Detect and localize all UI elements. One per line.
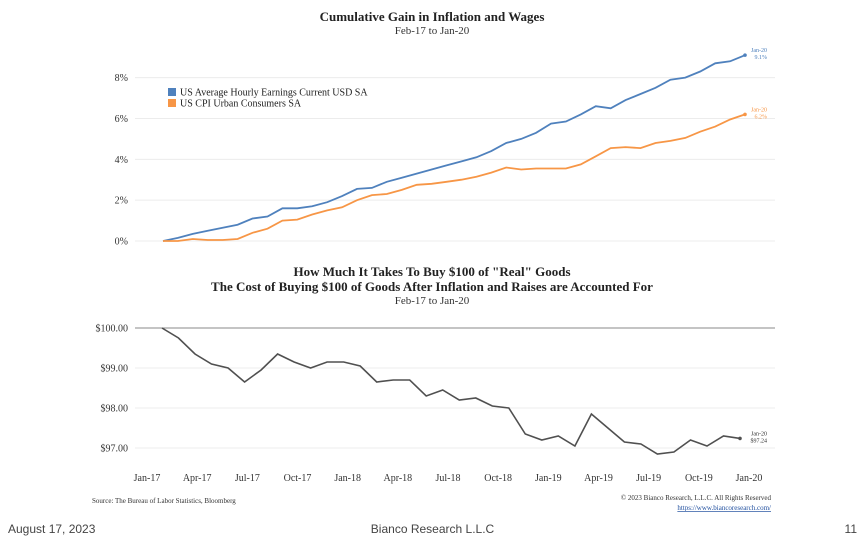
chart2-y-tick-label: $99.00 <box>101 364 129 375</box>
legend-label-wages: US Average Hourly Earnings Current USD S… <box>180 88 368 99</box>
chart1-end-label-date-0: Jan-20 <box>751 48 767 54</box>
chart2-x-tick-label: Jan-18 <box>334 473 361 484</box>
chart2-plot: $97.00 $98.00 $99.00 $100.00 Jan-17 Apr-17 Jul… <box>96 324 775 484</box>
chart2-x-tick-label: Jul-17 <box>235 473 260 484</box>
chart2-y-tick-label: $97.00 <box>101 444 129 455</box>
chart2-x-tick-label: Oct-18 <box>484 473 512 484</box>
chart2-end-point <box>738 436 742 441</box>
chart2-title: How Much It Takes To Buy $100 of "Real" … <box>293 264 570 279</box>
chart2-x-tick-label: Jul-19 <box>636 473 661 484</box>
footer-company: Bianco Research L.L.C <box>370 522 495 536</box>
chart1-y-tick-label: 8% <box>115 73 128 84</box>
chart2-subtitle: The Cost of Buying $100 of Goods After I… <box>211 279 653 294</box>
chart2-x-tick-label: Apr-17 <box>183 473 212 484</box>
legend-swatch-wages <box>168 88 176 96</box>
chart1-series-line-1 <box>163 113 746 242</box>
chart1-end-label-date-1: Jan-20 <box>751 107 767 113</box>
chart2-x-tick-label: Jul-18 <box>436 473 461 484</box>
chart2-end-label-value: $97.24 <box>751 437 768 444</box>
chart1-y-tick-label: 6% <box>115 114 128 125</box>
chart2-end-label-date: Jan-20 <box>751 431 767 437</box>
chart2-date-range: Feb-17 to Jan-20 <box>395 295 470 307</box>
chart1-end-point-1 <box>743 112 747 117</box>
legend-label-cpi: US CPI Urban Consumers SA <box>180 99 302 110</box>
charts-canvas: Cumulative Gain in Inflation and Wages F… <box>92 9 775 512</box>
website-link[interactable]: https://www.biancoresearch.com/ <box>677 504 771 512</box>
chart2-x-tick-label: Apr-18 <box>383 473 412 484</box>
footer-page-number: 11 <box>844 522 857 536</box>
chart2-x-tick-label: Oct-17 <box>284 473 312 484</box>
chart1-subtitle: Feb-17 to Jan-20 <box>395 25 470 37</box>
chart1-end-label-value-0: 9.1% <box>755 55 768 61</box>
chart2-series-line <box>161 327 741 455</box>
chart1-y-tick-label: 4% <box>115 155 128 166</box>
chart2-x-tick-label: Jan-20 <box>736 473 763 484</box>
chart1-title: Cumulative Gain in Inflation and Wages <box>320 9 545 24</box>
copyright-note: © 2023 Bianco Research, L.L.C. All Right… <box>621 494 772 502</box>
chart2-y-tick-label: $100.00 <box>96 324 129 335</box>
footer-date: August 17, 2023 <box>8 522 96 536</box>
chart1-y-tick-label: 0% <box>115 237 128 248</box>
chart1-plot: 0%2%4%6%8%Jan-209.1%Jan-206.2% <box>115 48 775 248</box>
chart2-y-tick-label: $98.00 <box>101 404 129 415</box>
source-note: Source: The Bureau of Labor Statistics, … <box>92 497 236 505</box>
chart1-legend: US Average Hourly Earnings Current USD S… <box>168 88 368 110</box>
chart1-end-label-value-1: 6.2% <box>755 114 768 120</box>
chart2-x-tick-label: Jan-19 <box>535 473 562 484</box>
chart2-x-tick-label: Jan-17 <box>134 473 161 484</box>
legend-swatch-cpi <box>168 99 176 107</box>
chart2-x-tick-label: Oct-19 <box>685 473 713 484</box>
chart1-series-line-0 <box>162 54 746 242</box>
chart1-end-point-0 <box>743 53 747 57</box>
chart1-y-tick-label: 2% <box>115 196 128 207</box>
chart2-x-tick-label: Apr-19 <box>584 473 613 484</box>
